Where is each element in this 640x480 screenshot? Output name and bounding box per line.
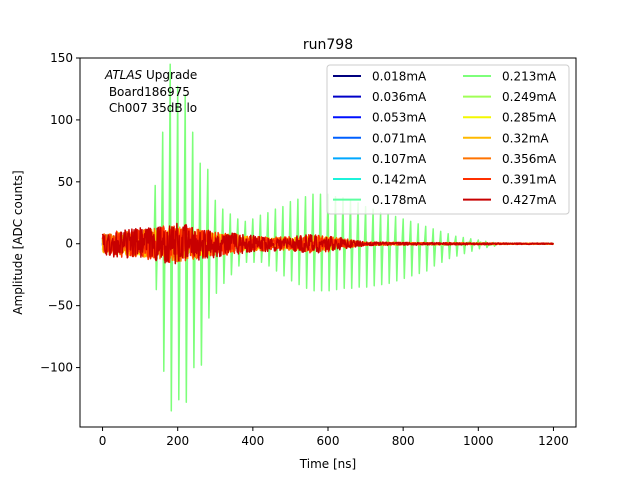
- atlas-annotation: ATLAS Upgrade Board186975 Ch007 35dB lo: [104, 68, 197, 115]
- legend-label: 0.427mA: [502, 193, 557, 207]
- series-line-0.427mA: [101, 222, 554, 265]
- chart-title: run798: [303, 37, 353, 53]
- x-axis: 0 200 400 600 800 1000 1200: [99, 427, 569, 448]
- y-tick-label: 100: [50, 113, 73, 127]
- x-tick-label: 1200: [538, 434, 569, 448]
- legend: 0.018mA 0.036mA 0.053mA 0.071mA 0.107mA 0.142…: [326, 64, 570, 215]
- legend-label: 0.107mA: [372, 152, 427, 166]
- legend-label: 0.249mA: [502, 90, 557, 104]
- svg-text:ATLAS Upgrade: ATLAS Upgrade: [104, 68, 197, 82]
- legend-label: 0.071mA: [372, 131, 427, 145]
- x-tick-label: 200: [166, 434, 189, 448]
- annotation-rest: Upgrade: [142, 68, 197, 82]
- x-tick-label: 800: [392, 434, 415, 448]
- legend-label: 0.356mA: [502, 152, 557, 166]
- legend-label: 0.213mA: [502, 70, 557, 84]
- plot-area: [101, 63, 555, 412]
- y-axis-label: Amplitude [ADC counts]: [11, 170, 25, 314]
- x-tick-label: 0: [99, 434, 107, 448]
- y-tick-label: 0: [65, 237, 73, 251]
- legend-box: [326, 64, 570, 215]
- legend-label: 0.391mA: [502, 173, 557, 187]
- legend-label: 0.178mA: [372, 193, 427, 207]
- legend-label: 0.018mA: [372, 70, 427, 84]
- x-tick-label: 600: [317, 434, 340, 448]
- x-axis-label: Time [ns]: [299, 457, 356, 471]
- annotation-channel: Ch007 35dB lo: [105, 101, 197, 115]
- legend-label: 0.142mA: [372, 173, 427, 187]
- y-tick-label: 50: [58, 175, 73, 189]
- annotation-board: Board186975: [105, 85, 190, 99]
- x-tick-label: 1000: [463, 434, 494, 448]
- annotation-italic: ATLAS: [104, 68, 143, 82]
- legend-label: 0.32mA: [502, 131, 549, 145]
- legend-label: 0.036mA: [372, 90, 427, 104]
- x-tick-label: 400: [241, 434, 264, 448]
- y-tick-label: −50: [48, 299, 73, 313]
- y-tick-label: 150: [50, 51, 73, 65]
- legend-label: 0.053mA: [372, 111, 427, 125]
- y-tick-label: −100: [40, 361, 73, 375]
- y-axis: −100 −50 0 50 100 150: [40, 51, 80, 375]
- legend-label: 0.285mA: [502, 111, 557, 125]
